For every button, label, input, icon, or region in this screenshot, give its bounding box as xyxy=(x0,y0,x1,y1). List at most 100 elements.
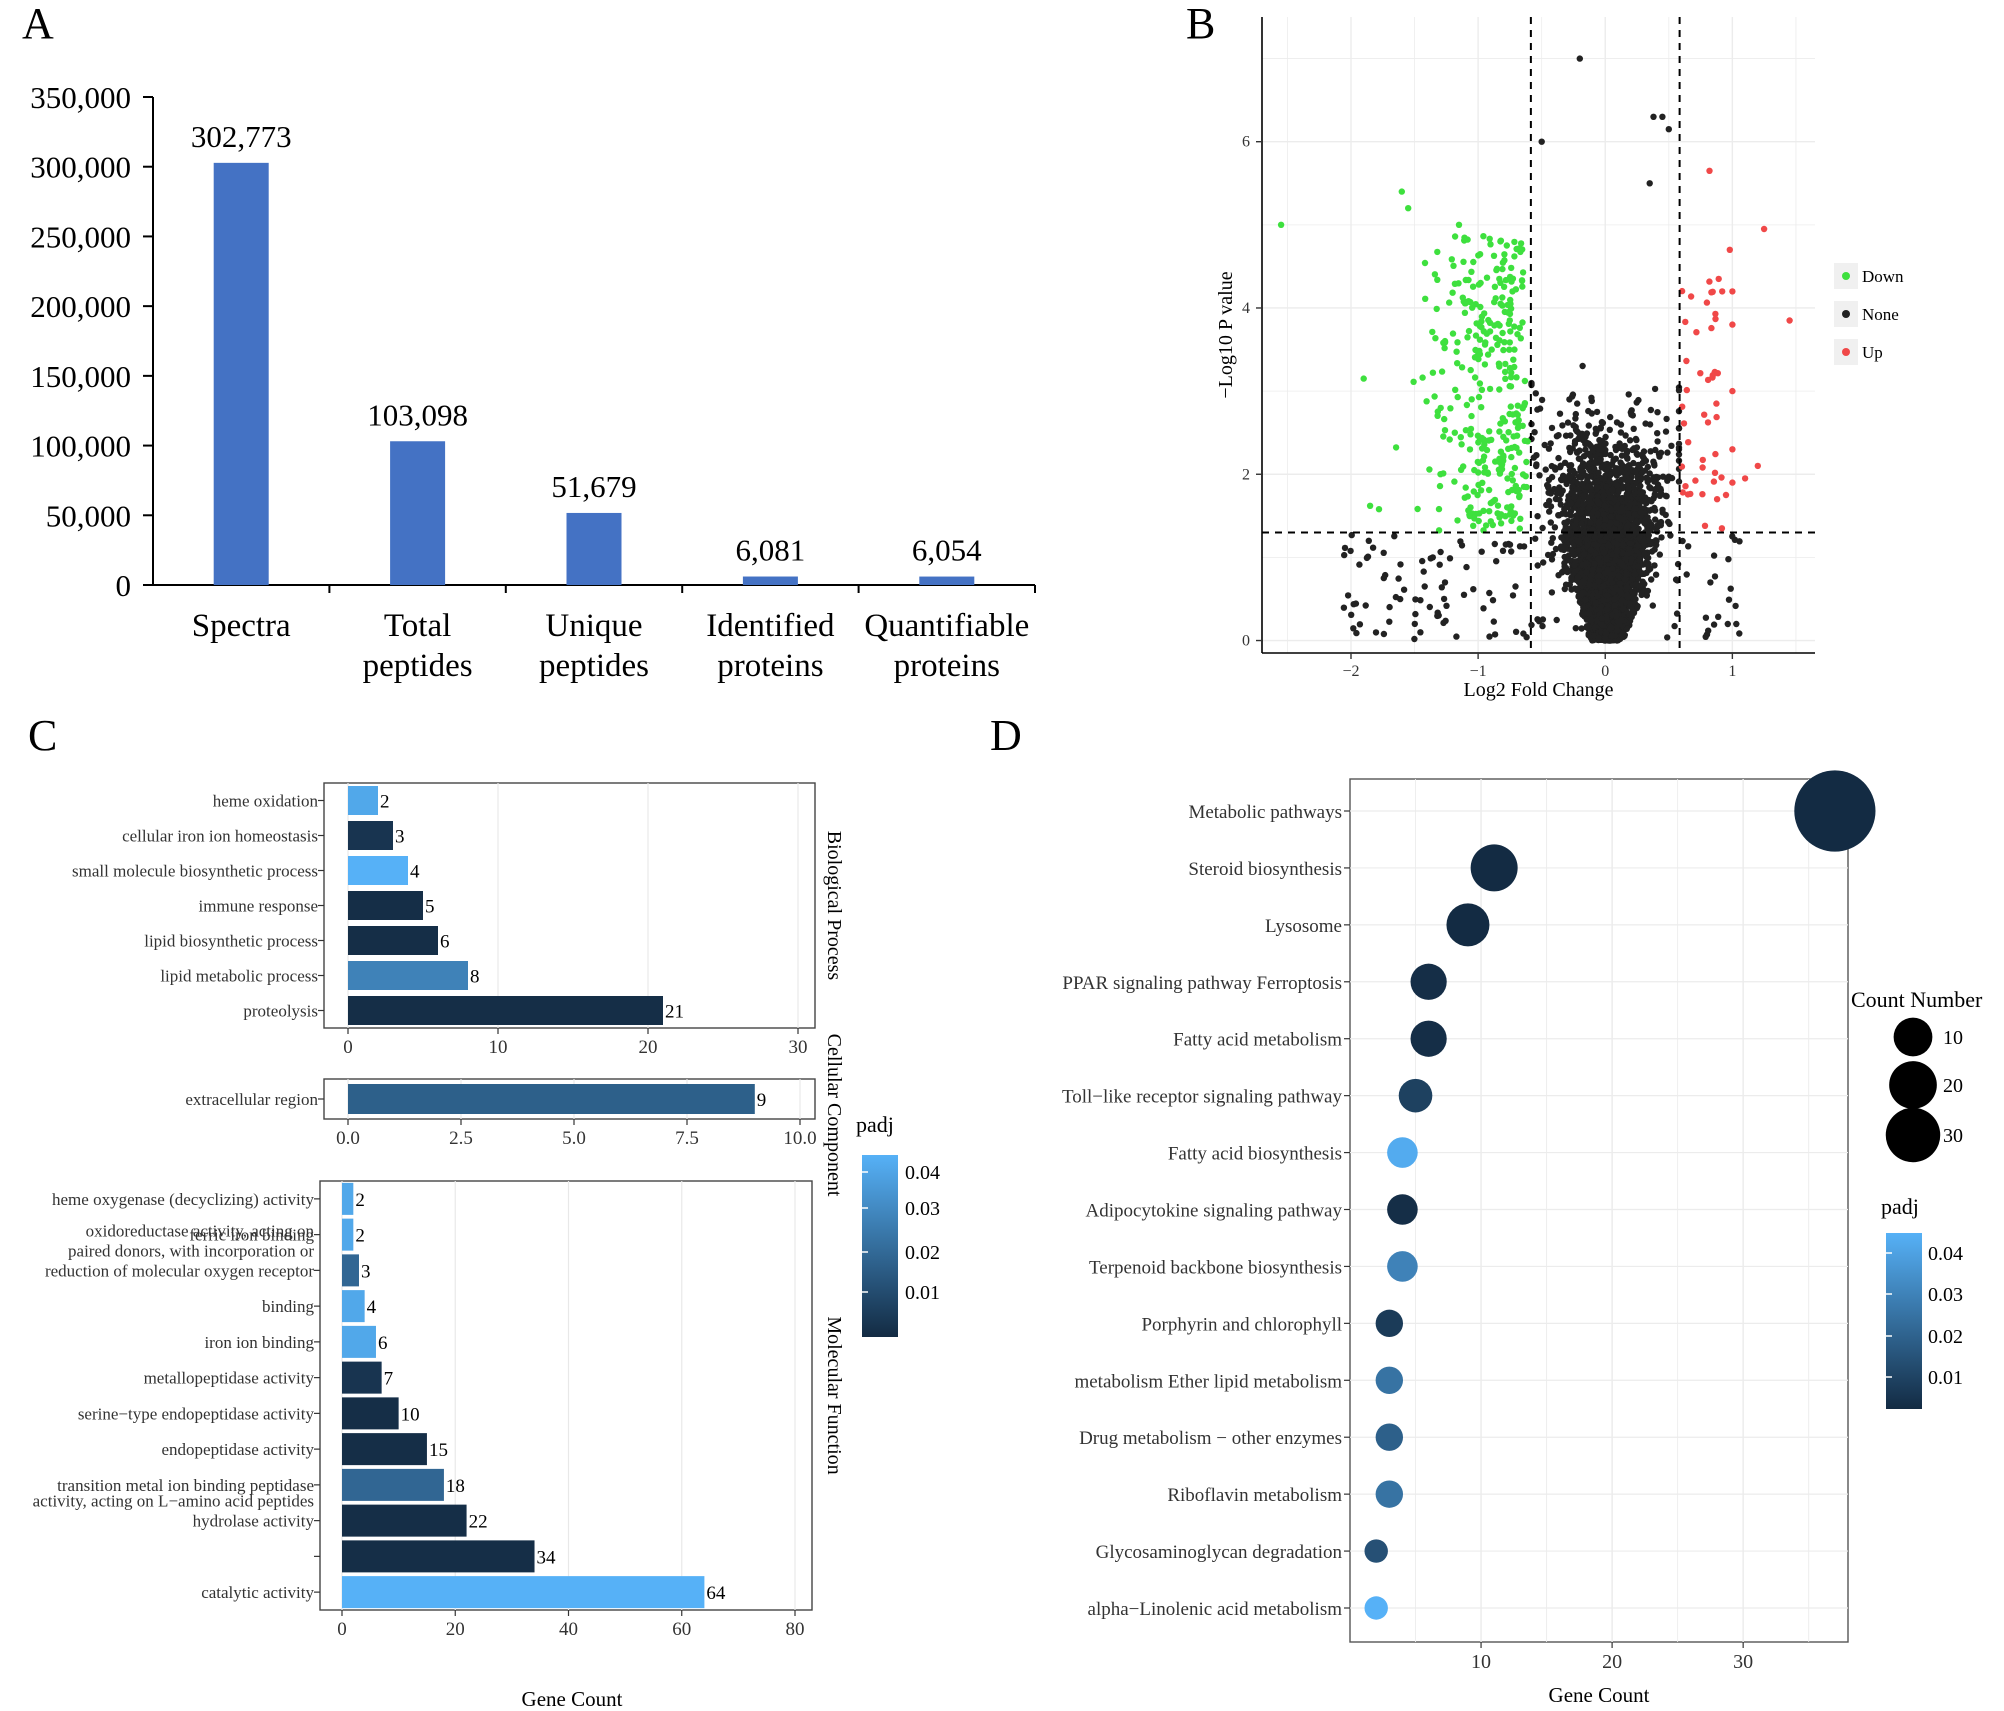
point-none xyxy=(1380,574,1388,582)
point-none xyxy=(1622,432,1629,439)
point-down xyxy=(1510,433,1517,440)
point-down xyxy=(1448,256,1456,263)
point-down xyxy=(1414,505,1421,513)
point-none xyxy=(1637,509,1645,516)
point-none xyxy=(1571,585,1579,592)
point-none xyxy=(1656,492,1664,499)
category-label: Total xyxy=(384,608,451,644)
point-down xyxy=(1441,344,1448,352)
point-none xyxy=(1363,554,1371,562)
point-none xyxy=(1530,454,1538,461)
point-none xyxy=(1568,574,1575,582)
point-none xyxy=(1551,464,1558,471)
point-none xyxy=(1642,420,1649,427)
point-none xyxy=(1613,612,1620,620)
point-none xyxy=(1489,597,1497,604)
point-none xyxy=(1595,518,1603,526)
point-none xyxy=(1601,502,1608,509)
point-none xyxy=(1490,618,1498,625)
point-down xyxy=(1497,420,1504,427)
point-none xyxy=(1599,463,1606,470)
point-none xyxy=(1516,543,1524,550)
point-none xyxy=(1574,574,1582,581)
point-none xyxy=(1637,482,1644,490)
point-none xyxy=(1400,586,1408,593)
point-down xyxy=(1494,502,1502,509)
point-none xyxy=(1558,534,1565,541)
point-none xyxy=(1612,443,1619,451)
point-down xyxy=(1503,437,1510,444)
point-none xyxy=(1608,624,1615,631)
point-none xyxy=(1614,541,1621,548)
point-none xyxy=(1579,501,1587,509)
point-none xyxy=(1586,581,1593,589)
point-none xyxy=(1417,629,1424,636)
point-none xyxy=(1561,459,1569,466)
point-down xyxy=(1475,281,1483,288)
point-none xyxy=(1623,571,1630,578)
point-none xyxy=(1666,520,1673,528)
point-down xyxy=(1497,448,1505,455)
bar xyxy=(390,441,446,585)
point-down xyxy=(1467,504,1474,511)
point-none xyxy=(1668,474,1676,482)
point-none xyxy=(1603,606,1611,613)
point-down xyxy=(1465,327,1473,335)
point-down xyxy=(1514,411,1522,419)
point-down xyxy=(1516,245,1523,252)
point-none xyxy=(1578,430,1586,437)
point-down xyxy=(1524,438,1531,445)
point-none xyxy=(1562,511,1570,518)
point-down xyxy=(1515,486,1522,494)
point-none xyxy=(1653,541,1660,549)
point-down xyxy=(1478,324,1485,331)
point-none xyxy=(1499,547,1507,554)
point-down xyxy=(1508,517,1515,525)
point-none xyxy=(1587,617,1595,624)
point-none xyxy=(1628,411,1635,418)
point-none xyxy=(1633,436,1640,444)
y-tick-label: 200,000 xyxy=(30,289,131,324)
point-none xyxy=(1458,542,1466,549)
point-down xyxy=(1503,242,1511,249)
point-none xyxy=(1636,557,1644,564)
point-down xyxy=(1471,354,1479,361)
point-none xyxy=(1654,474,1662,481)
point-none xyxy=(1565,556,1572,564)
point-down xyxy=(1462,427,1470,434)
point-down xyxy=(1477,487,1485,494)
point-none xyxy=(1547,440,1554,447)
point-none xyxy=(1603,483,1610,490)
point-none xyxy=(1441,579,1449,586)
point-none xyxy=(1539,524,1546,532)
point-none xyxy=(1571,562,1578,569)
point-down xyxy=(1486,385,1494,393)
point-none xyxy=(1502,541,1510,548)
point-down xyxy=(1471,466,1478,474)
point-none xyxy=(1705,627,1712,634)
point-down xyxy=(1519,471,1527,478)
point-down xyxy=(1419,374,1426,381)
point-down xyxy=(1450,262,1457,269)
point-none xyxy=(1580,579,1587,586)
point-none xyxy=(1702,633,1709,640)
point-none xyxy=(1629,594,1637,601)
y-tick-label: 300,000 xyxy=(30,150,131,185)
point-down xyxy=(1499,415,1507,422)
point-down xyxy=(1481,361,1489,368)
point-down xyxy=(1462,484,1469,491)
point-down xyxy=(1454,339,1461,346)
point-none xyxy=(1615,536,1622,543)
point-none xyxy=(1350,601,1357,608)
point-none xyxy=(1573,486,1580,493)
point-none xyxy=(1727,585,1734,592)
point-down xyxy=(1509,477,1517,484)
point-down xyxy=(1465,276,1472,284)
point-none xyxy=(1637,476,1645,483)
point-down xyxy=(1488,436,1495,443)
point-none xyxy=(1577,509,1584,517)
point-none xyxy=(1639,498,1647,505)
point-down xyxy=(1501,257,1508,264)
point-none xyxy=(1613,419,1621,426)
point-none xyxy=(1520,630,1527,637)
